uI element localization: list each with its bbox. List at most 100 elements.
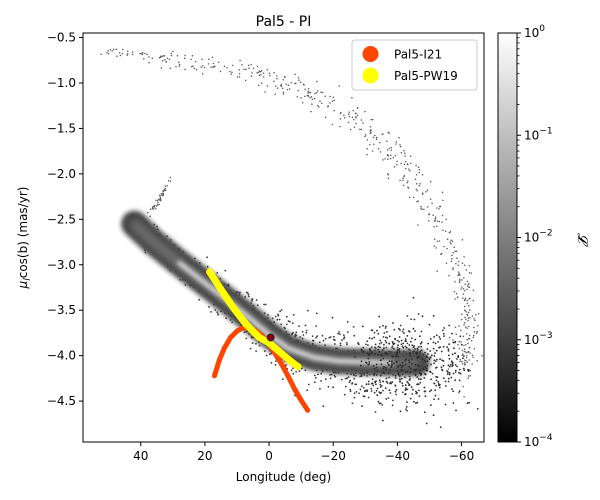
stream-particle — [428, 323, 431, 326]
sparse-particle — [159, 196, 161, 198]
sparse-particle — [351, 96, 353, 99]
sparse-particle — [468, 265, 471, 267]
series-pal5-pw19-point — [294, 363, 302, 371]
sparse-particle — [417, 224, 419, 226]
sparse-particle — [382, 133, 384, 136]
stream-particle — [354, 351, 357, 354]
stream-particle — [313, 374, 316, 377]
stream-particle — [411, 393, 414, 395]
stream-particle — [389, 381, 392, 384]
sparse-particle — [107, 53, 110, 55]
sparse-particle — [445, 218, 447, 220]
stream-particle — [229, 319, 232, 321]
stream-particle — [336, 347, 339, 350]
sparse-particle — [382, 159, 384, 161]
stream-particle — [349, 379, 352, 382]
stream-particle — [160, 236, 163, 238]
stream-particle — [411, 352, 414, 355]
sparse-particle — [418, 168, 421, 171]
stream-particle — [366, 375, 369, 377]
stream-particle — [320, 351, 323, 354]
sparse-particle — [282, 93, 285, 95]
stream-particle — [367, 344, 369, 346]
sparse-particle — [191, 55, 194, 57]
stream-particle — [396, 349, 399, 351]
sparse-particle — [126, 54, 128, 56]
sparse-particle — [232, 64, 234, 67]
stream-particle — [397, 355, 400, 358]
sparse-particle — [469, 352, 471, 354]
stream-particle — [424, 366, 427, 369]
stream-particle — [182, 256, 185, 259]
sparse-particle — [386, 154, 389, 157]
colorbar-tick-label: 10−2 — [524, 229, 553, 245]
stream-particle — [360, 349, 363, 352]
stream-particle — [431, 372, 434, 375]
sparse-particle — [349, 128, 352, 131]
stream-particle — [193, 257, 196, 260]
sparse-particle — [266, 68, 268, 71]
stream-particle — [396, 339, 399, 342]
stream-particle — [380, 385, 383, 387]
stream-particle — [245, 305, 248, 308]
stream-particle — [253, 307, 256, 310]
sparse-particle — [356, 114, 359, 117]
stream-particle — [409, 367, 412, 370]
sparse-particle — [276, 75, 278, 77]
stream-particle — [415, 351, 418, 354]
sparse-particle — [355, 122, 357, 125]
sparse-particle — [166, 185, 168, 187]
stream-particle — [379, 386, 382, 388]
stream-particle — [445, 385, 447, 387]
stream-particle — [166, 235, 168, 238]
sparse-particle — [454, 250, 456, 253]
stream-particle — [328, 365, 331, 368]
stream-particle — [145, 244, 148, 247]
stream-particle — [384, 366, 387, 369]
stream-particle — [418, 389, 420, 392]
sparse-particle — [256, 72, 258, 74]
colorbar-ticks: 10−4 10−3 10−2 10−1 100 — [517, 24, 553, 449]
sparse-particle — [460, 341, 462, 343]
axes-frame — [82, 32, 485, 443]
stream-particle — [432, 341, 435, 344]
sparse-particle — [466, 361, 469, 363]
stream-particle — [359, 388, 362, 391]
stream-particle — [421, 315, 424, 318]
stream-particle — [279, 333, 282, 336]
stream-particle — [340, 378, 343, 381]
sparse-particle — [465, 343, 467, 346]
sparse-particle — [423, 208, 425, 211]
stream-particle — [223, 304, 226, 307]
sparse-particle — [219, 70, 222, 73]
stream-particle — [166, 244, 169, 247]
sparse-particle — [131, 51, 134, 53]
stream-particle — [341, 339, 343, 342]
stream-particle — [429, 404, 432, 407]
stream-particle — [337, 372, 340, 374]
stream-particle — [374, 411, 377, 413]
stream-particle — [398, 349, 401, 352]
stream-particle — [451, 362, 454, 365]
stream-particle — [390, 351, 393, 354]
stream-particle — [416, 391, 418, 394]
stream-particle — [371, 378, 374, 381]
stream-particle — [403, 332, 405, 334]
stream-particle — [190, 261, 193, 264]
stream-particle — [391, 404, 394, 407]
legend-marker-pal5-i21 — [362, 46, 379, 62]
stream-particle — [373, 391, 376, 394]
stream-particle — [316, 335, 319, 338]
stream-particle — [334, 343, 336, 345]
stream-particle — [399, 364, 402, 366]
stream-particle — [351, 402, 354, 405]
stream-particle — [414, 373, 417, 376]
stream-particle — [447, 354, 450, 357]
stream-particle — [379, 368, 382, 371]
stream-particle — [211, 295, 214, 298]
stream-particle — [367, 357, 370, 360]
sparse-particle — [375, 138, 378, 141]
sparse-particle — [282, 91, 285, 94]
stream-particle — [395, 393, 397, 396]
stream-particle — [420, 341, 423, 344]
